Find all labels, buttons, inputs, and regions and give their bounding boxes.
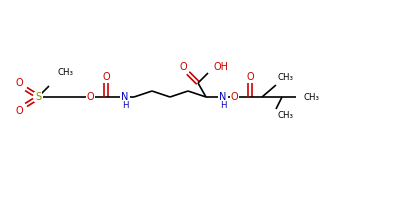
Text: N: N [219,92,227,102]
Text: O: O [15,106,23,116]
Text: O: O [179,62,187,72]
Text: O: O [246,72,254,82]
Text: S: S [35,92,41,102]
Text: CH₃: CH₃ [58,68,74,77]
Text: CH₃: CH₃ [278,73,294,82]
Text: O: O [15,78,23,88]
Text: O: O [86,92,94,102]
Text: CH₃: CH₃ [304,92,320,102]
Text: CH₃: CH₃ [278,112,294,120]
Text: N: N [121,92,129,102]
Text: O: O [230,92,238,102]
Text: H: H [220,100,226,110]
Text: H: H [122,100,128,110]
Text: O: O [102,72,110,82]
Text: OH: OH [214,62,229,72]
